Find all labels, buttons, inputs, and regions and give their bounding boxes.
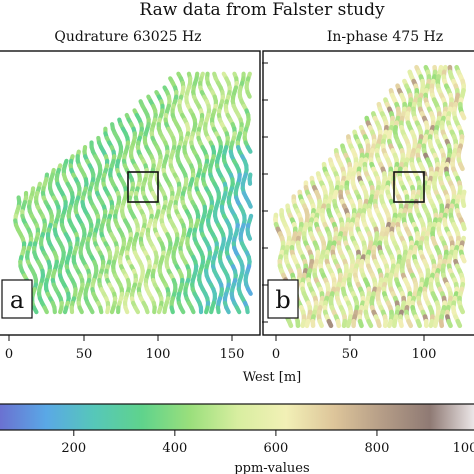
x-tick-label: 150 [220, 347, 245, 362]
data-cell [245, 144, 253, 154]
data-cell [224, 305, 231, 315]
x-axis-a: 0 50 100 150 [5, 335, 245, 362]
divider-ticks [262, 62, 268, 323]
data-cell [458, 304, 466, 315]
data-cell [244, 305, 250, 315]
data-cell [345, 318, 352, 329]
data-cell [98, 305, 104, 315]
colorbar: 200 400 600 800 100 ppm-values [0, 403, 474, 474]
panel-a-highlight-box [127, 171, 159, 203]
x-tick-label: 100 [412, 347, 437, 362]
panel-a-letter: a [10, 286, 24, 314]
x-tick-label: 50 [76, 347, 93, 362]
data-cell [42, 305, 49, 315]
data-cell [109, 305, 116, 315]
panel-a-letter-box [1, 279, 33, 319]
x-axis-b: 0 50 100 [272, 335, 437, 362]
data-cell [58, 305, 64, 315]
data-cell [156, 305, 163, 315]
data-cell [415, 318, 422, 329]
figure-title: Raw data from Falster study [139, 0, 385, 20]
data-cell [246, 199, 253, 209]
data-cell [189, 305, 196, 315]
panel-b-title: In-phase 475 Hz [327, 29, 443, 45]
colorbar-tick-label: 600 [263, 441, 288, 456]
panel-b-letter-box [267, 279, 299, 319]
panel-b-letter: b [275, 286, 290, 314]
colorbar-tick-label: 800 [365, 441, 390, 456]
data-cell [286, 318, 294, 329]
data-cell [459, 254, 467, 264]
data-cell [178, 305, 186, 315]
data-cell [455, 318, 463, 329]
data-cell [204, 305, 210, 315]
data-cell [326, 318, 334, 329]
data-cell [398, 318, 404, 329]
colorbar-label: ppm-values [234, 461, 309, 474]
x-tick-label: 0 [272, 347, 280, 362]
x-tick-label: 0 [5, 347, 13, 362]
colorbar-ticks: 200 400 600 800 100 [61, 430, 474, 456]
data-cell [245, 89, 252, 99]
data-cell [391, 318, 398, 329]
data-cell [357, 318, 364, 329]
x-tick-label: 50 [342, 347, 359, 362]
data-cell [432, 318, 439, 329]
data-cell [460, 198, 467, 209]
data-cell [317, 318, 324, 329]
colorbar-bar [0, 403, 474, 431]
panel-b-data [273, 64, 467, 329]
data-cell [234, 305, 242, 315]
data-cell [446, 318, 453, 329]
x-axis-label: West [m] [243, 370, 302, 385]
data-cell [406, 318, 414, 329]
data-cell [62, 305, 69, 315]
panel-a-title: Qudrature 63025 Hz [54, 29, 201, 45]
data-cell [77, 305, 84, 315]
colorbar-tick-label: 200 [61, 441, 86, 456]
data-cell [87, 305, 95, 315]
data-cell [31, 305, 39, 315]
data-cell [387, 318, 394, 329]
data-cell [143, 305, 150, 315]
data-cell [133, 305, 141, 315]
colorbar-tick-label: 100 [453, 441, 474, 456]
panel-b-highlight-box [393, 171, 425, 203]
data-cell [438, 318, 445, 329]
data-cell [335, 318, 342, 329]
data-cell [215, 305, 221, 315]
data-cell [375, 318, 382, 329]
panel-a-data [13, 71, 254, 315]
data-cell [209, 305, 215, 315]
data-cell [300, 318, 307, 329]
data-cell [246, 232, 253, 241]
panel-b: b [262, 50, 474, 336]
data-cell [162, 305, 168, 315]
data-cell [246, 287, 253, 296]
data-cell [366, 318, 374, 329]
data-cell [458, 161, 465, 172]
x-tick-label: 100 [146, 347, 171, 362]
colorbar-tick-label: 400 [162, 441, 187, 456]
data-cell [105, 305, 111, 315]
data-cell [459, 111, 467, 121]
data-cell [304, 318, 311, 329]
data-cell [169, 305, 175, 315]
data-cell [341, 318, 348, 329]
data-cell [460, 221, 467, 232]
data-cell [123, 305, 130, 315]
panel-a: a [0, 50, 261, 336]
data-cell [428, 318, 435, 329]
